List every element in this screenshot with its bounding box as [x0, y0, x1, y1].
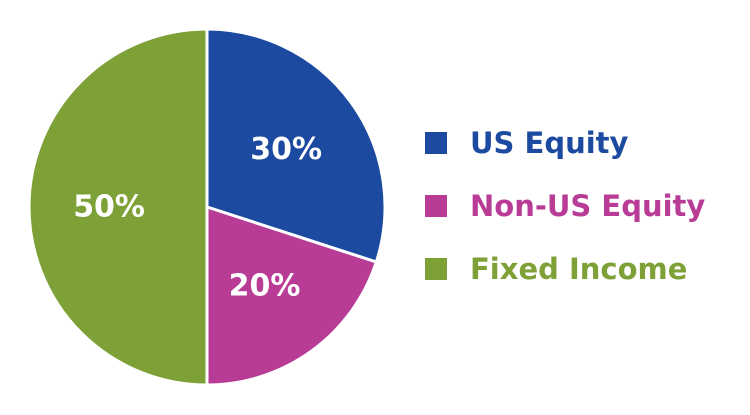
pie-slice-non-us-equity: [205, 205, 378, 387]
legend-item-non-us-equity: Non-US Equity: [425, 189, 705, 223]
legend-swatch-fixed-income: [425, 258, 447, 280]
pie-slice-label-fixed-income: 50%: [73, 190, 145, 225]
legend-item-fixed-income: Fixed Income: [425, 252, 687, 286]
legend-label-us-equity: US Equity: [470, 126, 629, 160]
legend-label-fixed-income: Fixed Income: [470, 252, 687, 286]
legend-swatch-non-us-equity: [425, 195, 447, 217]
legend-swatch-us-equity: [425, 132, 447, 154]
legend: US Equity Non-US Equity Fixed Income: [425, 126, 705, 286]
legend-label-non-us-equity: Non-US Equity: [470, 189, 705, 223]
pie-slice-fixed-income: [27, 27, 209, 387]
pie-slice-us-equity: [205, 27, 387, 264]
pie-slice-labels: 30% 20% 50%: [73, 132, 322, 304]
legend-item-us-equity: US Equity: [425, 126, 629, 160]
pie-slices: [27, 27, 387, 387]
pie-slice-label-non-us-equity: 20%: [229, 269, 301, 304]
pie-slice-label-us-equity: 30%: [250, 132, 322, 167]
